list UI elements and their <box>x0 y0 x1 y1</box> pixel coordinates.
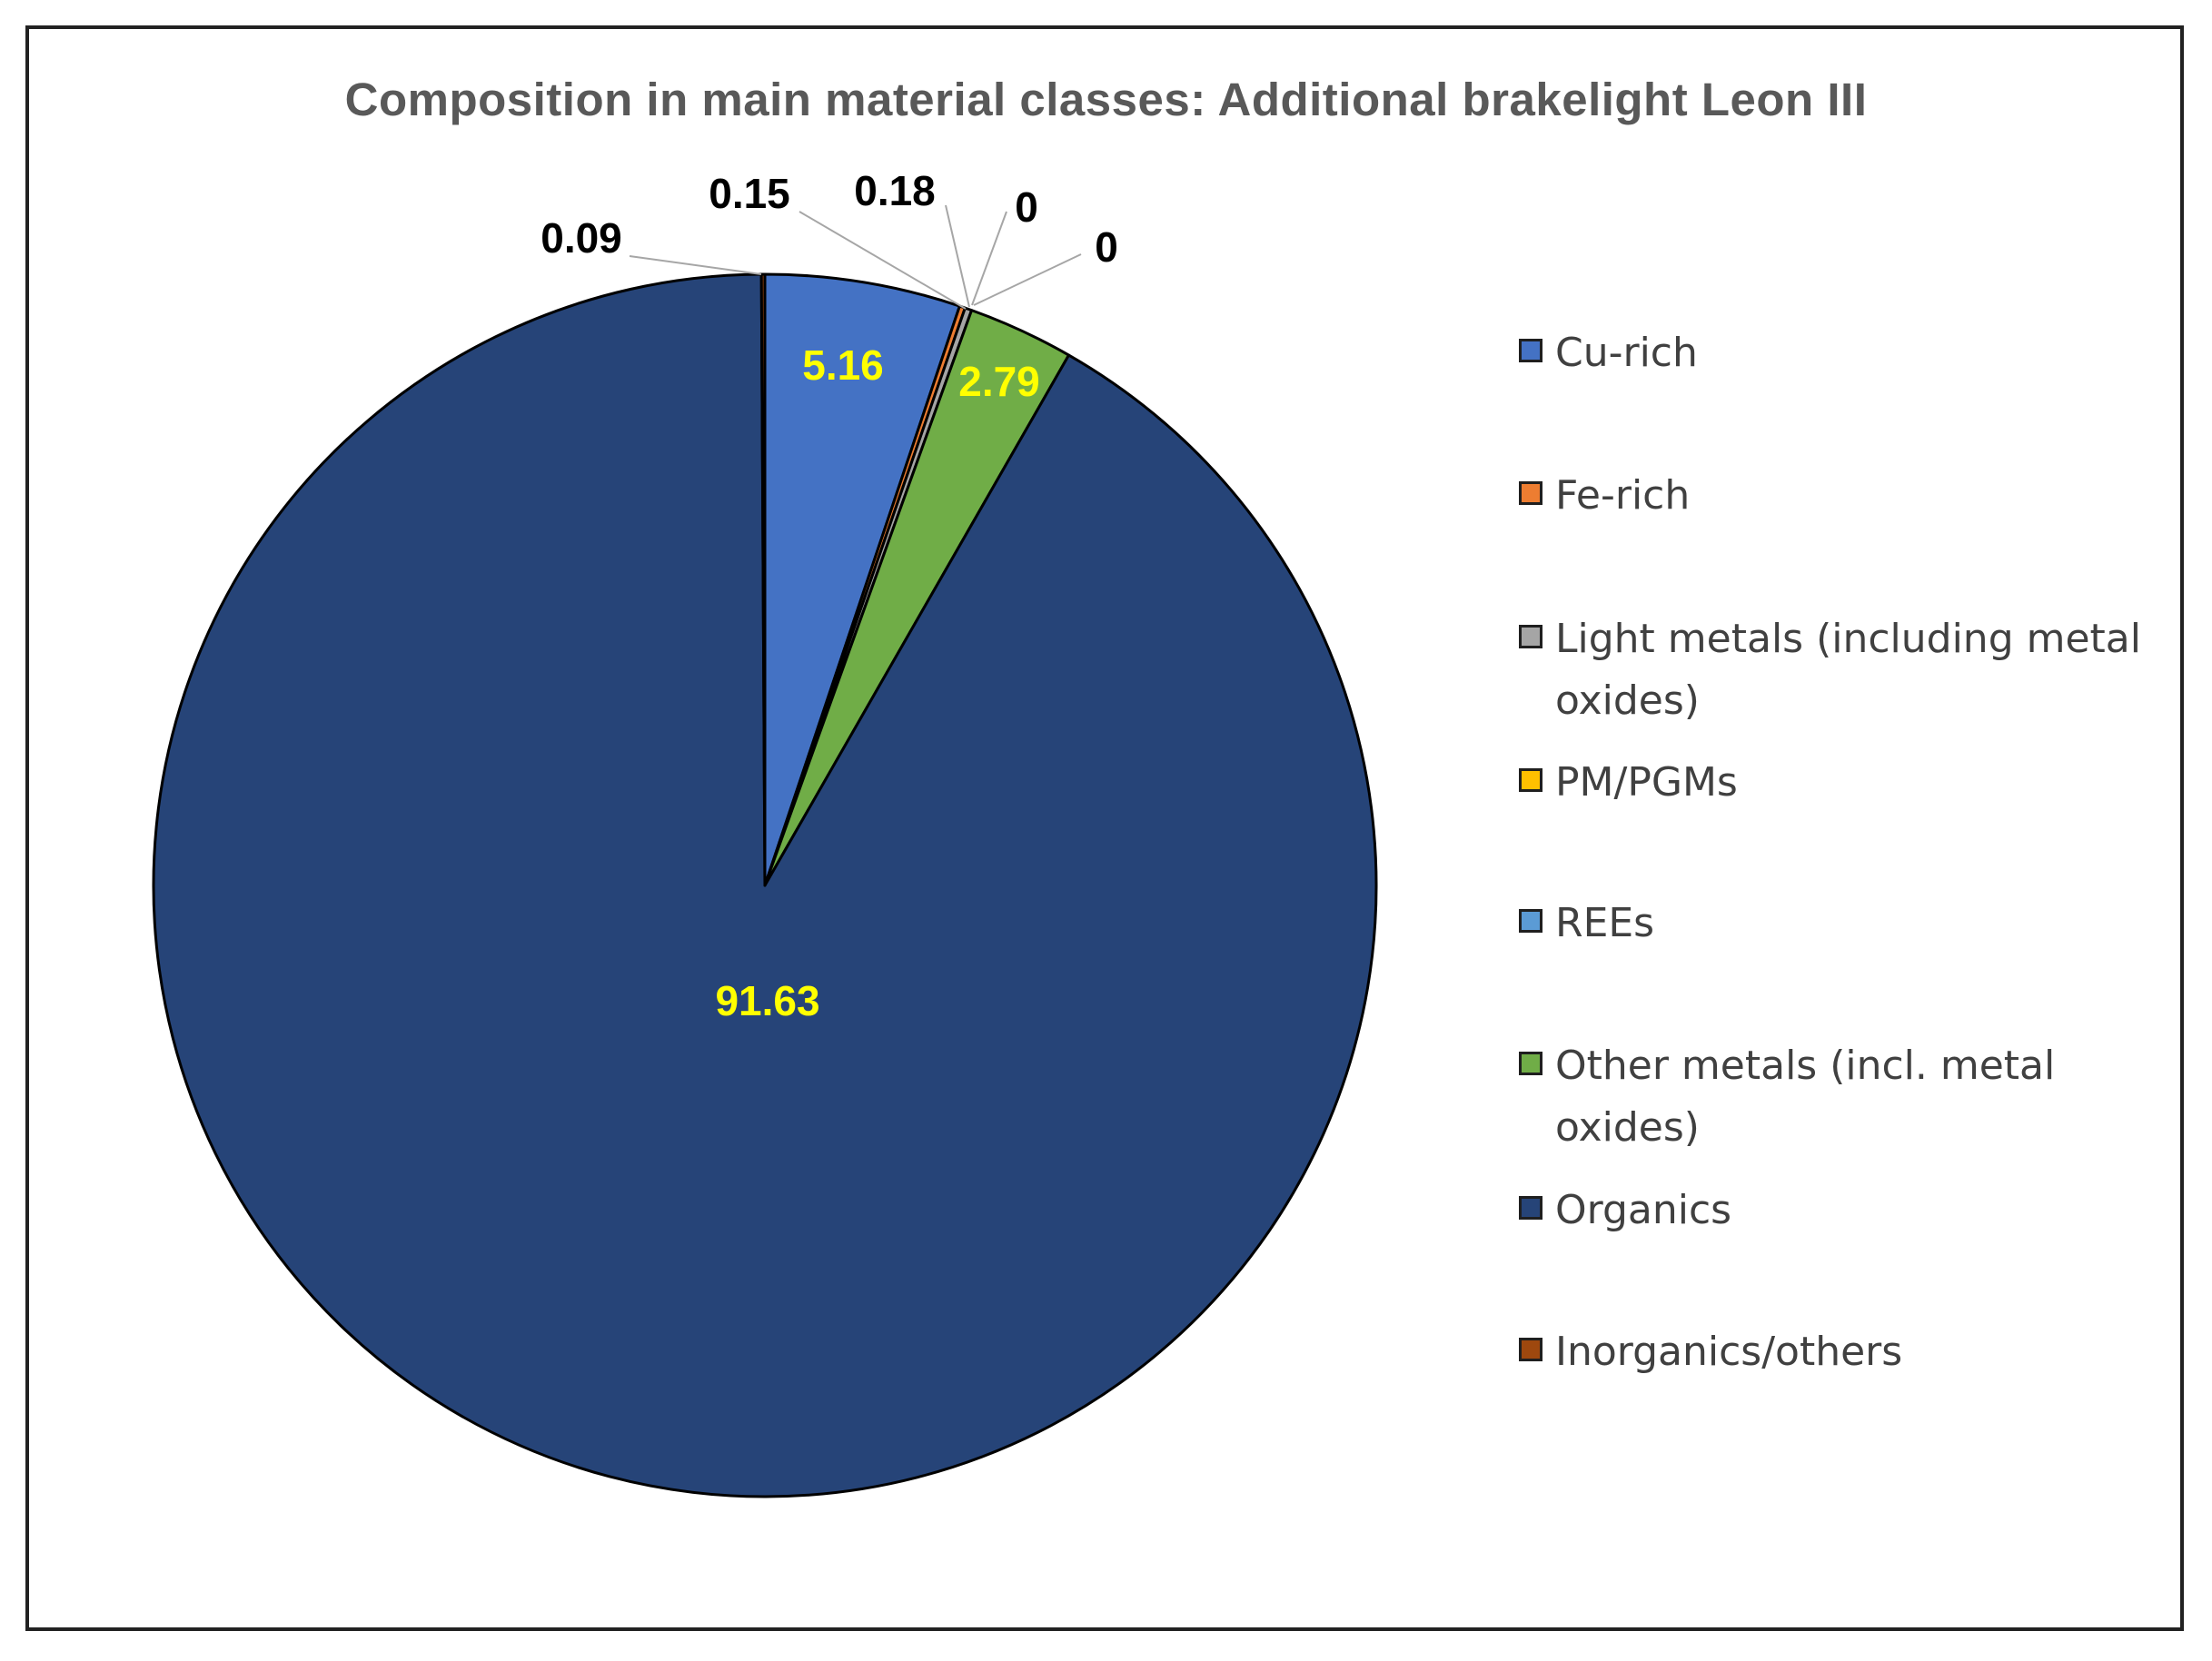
legend-item-pm-pgms: PM/PGMs <box>1519 752 2155 814</box>
legend-label: Other metals (incl. metal oxides) <box>1555 1043 2056 1151</box>
legend-label: Inorganics/others <box>1555 1329 1903 1375</box>
legend-swatch <box>1519 1196 1542 1220</box>
leader-line-4 <box>973 253 1082 306</box>
data-label-6: 91.63 <box>715 977 819 1024</box>
pie-slice-inorganics-others <box>759 272 767 887</box>
data-label-3: 0 <box>1015 183 1038 231</box>
leader-line-3 <box>971 211 1007 306</box>
data-label-5: 2.79 <box>958 358 1040 405</box>
legend-swatch <box>1519 339 1542 362</box>
legend-item-other-metals-incl-metal-oxides: Other metals (incl. metal oxides) <box>1519 1035 2155 1159</box>
legend-item-inorganics-others: Inorganics/others <box>1519 1321 2155 1383</box>
leader-line-2 <box>945 204 970 308</box>
data-label-7: 0.09 <box>541 214 622 262</box>
legend-swatch <box>1519 1338 1542 1361</box>
data-label-4: 0 <box>1095 223 1118 271</box>
leader-line-1 <box>799 211 967 310</box>
legend-swatch <box>1519 768 1542 792</box>
legend-item-fe-rich: Fe-rich <box>1519 465 2155 527</box>
data-label-1: 0.15 <box>709 170 790 217</box>
data-label-2: 0.18 <box>854 167 936 214</box>
legend-item-organics: Organics <box>1519 1180 2155 1241</box>
chart-title: Composition in main material classes: Ad… <box>344 74 1868 125</box>
legend-label: Light metals (including metal oxides) <box>1555 616 2141 724</box>
legend-label: Organics <box>1555 1187 1732 1233</box>
pie-slice-cu-rich <box>763 272 961 887</box>
legend-item-cu-rich: Cu-rich <box>1519 322 2155 384</box>
legend-label: REEs <box>1555 900 1655 946</box>
legend-item-light-metals-including-metal-oxides: Light metals (including metal oxides) <box>1519 608 2155 732</box>
legend-label: PM/PGMs <box>1555 759 1738 806</box>
data-label-0: 5.16 <box>802 341 884 389</box>
legend-swatch <box>1519 909 1542 933</box>
legend-swatch <box>1519 481 1542 505</box>
legend-swatch <box>1519 1052 1542 1075</box>
leader-line-7 <box>629 255 762 275</box>
legend-item-rees: REEs <box>1519 893 2155 954</box>
legend-label: Fe-rich <box>1555 472 1691 519</box>
legend-label: Cu-rich <box>1555 330 1698 376</box>
legend-swatch <box>1519 625 1542 648</box>
